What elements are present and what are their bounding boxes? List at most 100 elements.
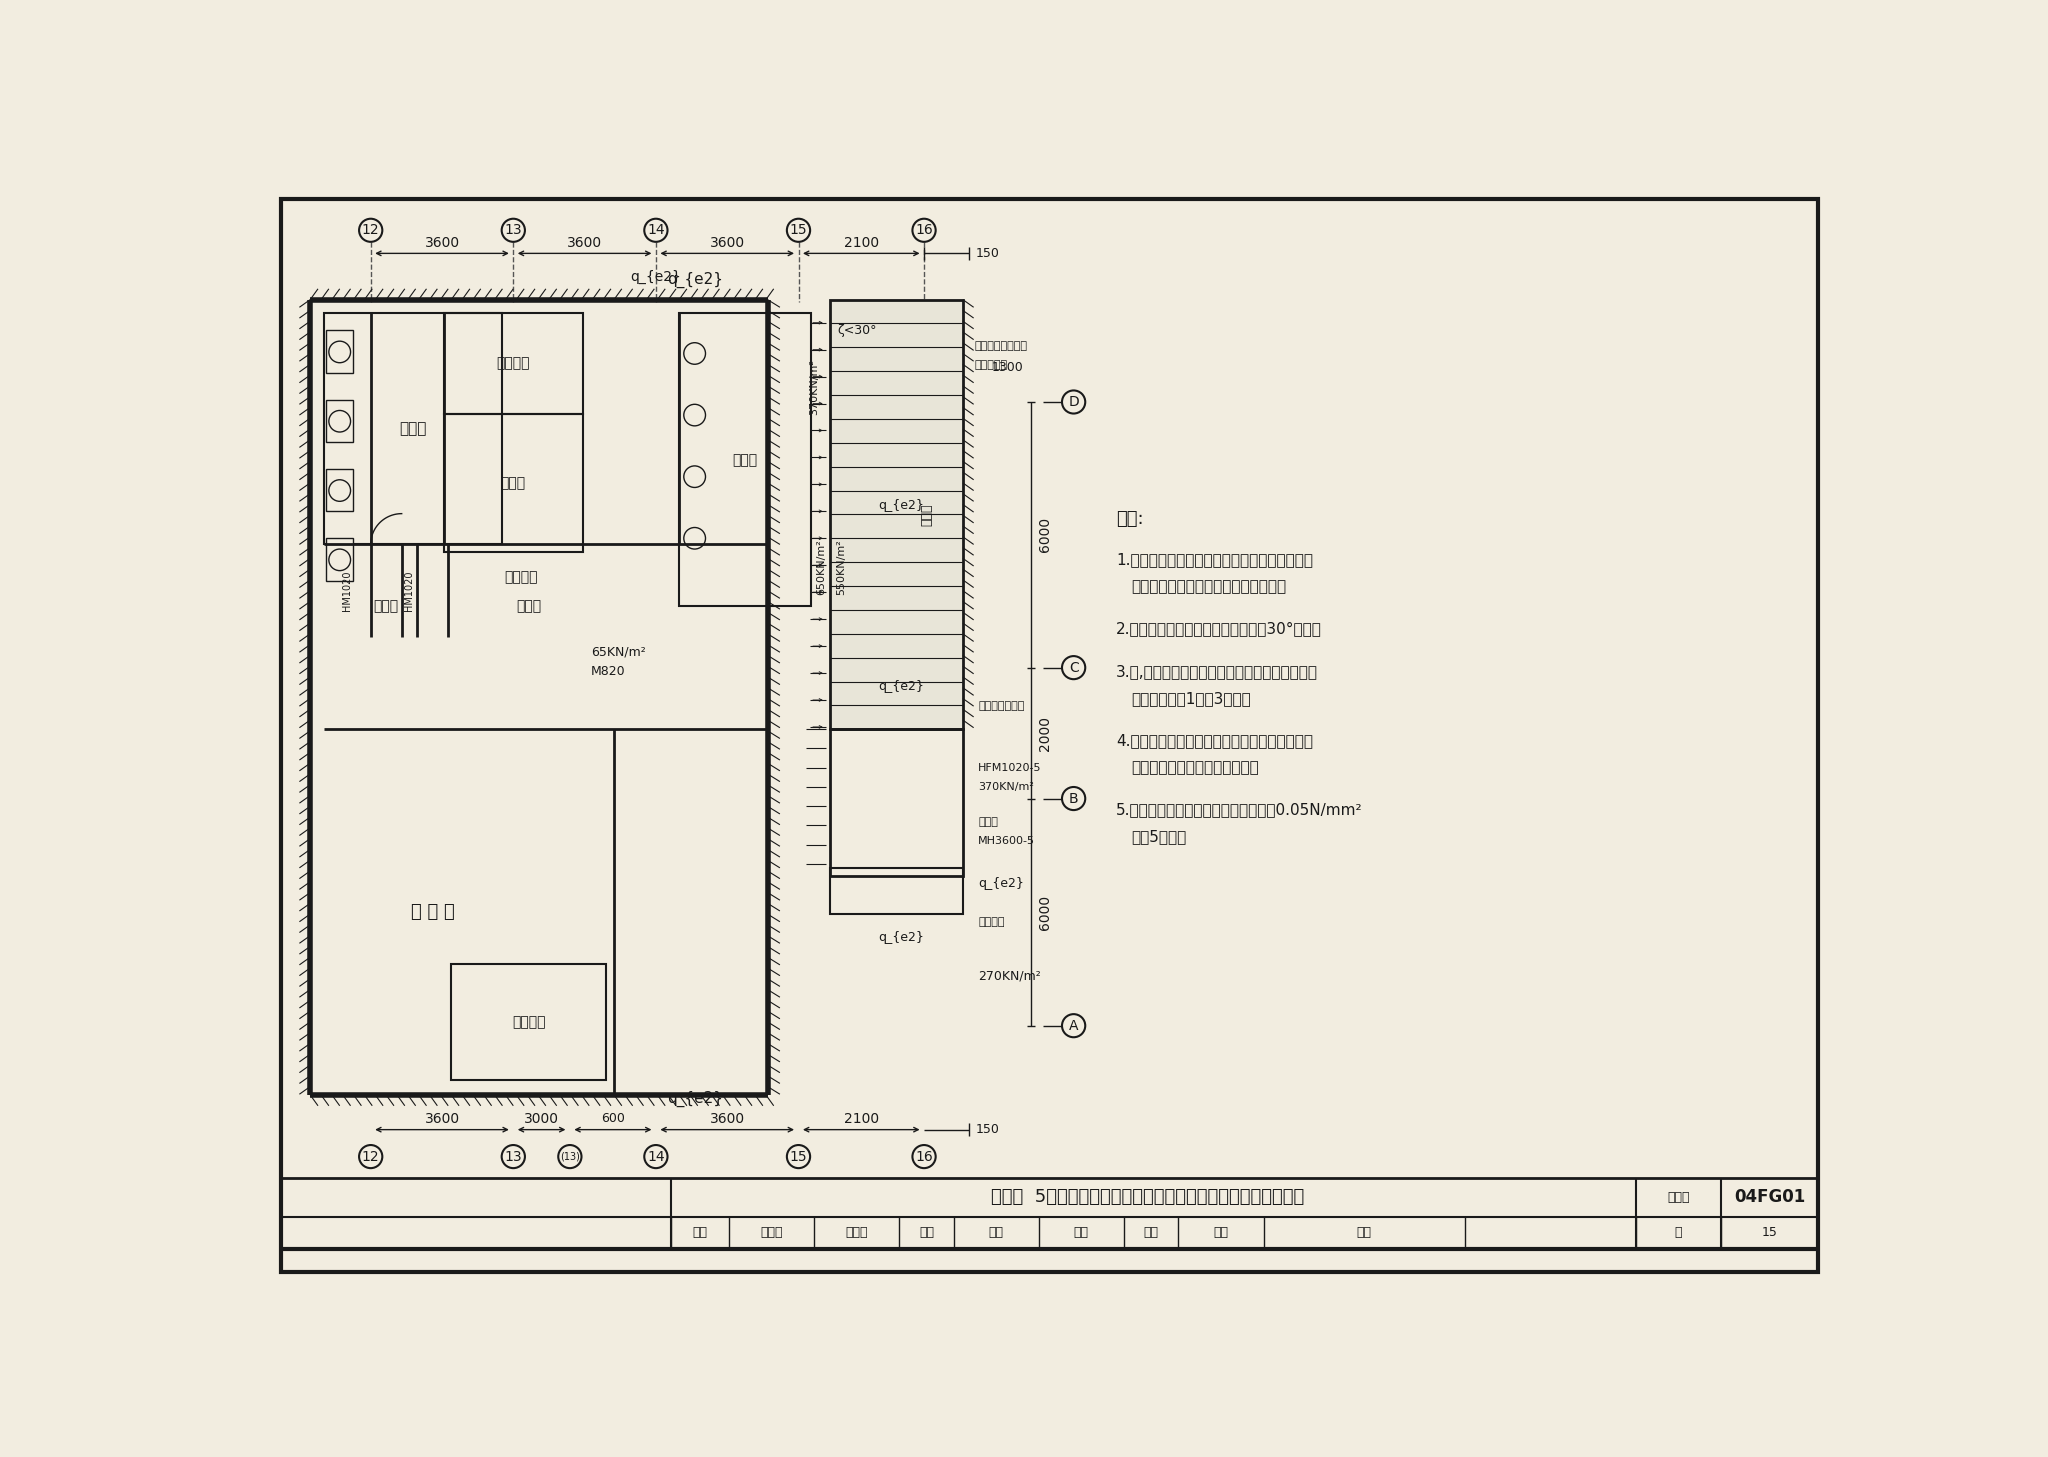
Text: 换衣间: 换衣间: [516, 599, 541, 613]
Text: MH3600-5: MH3600-5: [979, 836, 1036, 847]
Text: q_{e2}: q_{e2}: [631, 270, 682, 284]
Text: 270KN/m²: 270KN/m²: [979, 969, 1040, 982]
Bar: [324, 313, 502, 545]
Text: 3000: 3000: [524, 1112, 559, 1126]
Text: q_{e2}: q_{e2}: [668, 272, 723, 288]
Text: C: C: [1069, 660, 1079, 675]
Text: 1300: 1300: [991, 361, 1024, 374]
Text: 370KN/m²: 370KN/m²: [809, 358, 819, 415]
Text: 04FG01: 04FG01: [1735, 1189, 1804, 1206]
Text: 排风竖井: 排风竖井: [979, 916, 1006, 927]
Text: 14: 14: [647, 223, 666, 237]
Text: 3600: 3600: [711, 236, 745, 249]
Text: 在门框墙上的等效静载标准值。: 在门框墙上的等效静载标准值。: [1133, 761, 1260, 775]
Text: 防毒通道: 防毒通道: [504, 570, 539, 584]
Text: 男厕所: 男厕所: [733, 453, 758, 466]
Bar: [444, 414, 584, 552]
Text: 页: 页: [1675, 1227, 1681, 1240]
Text: 陈迈: 陈迈: [1356, 1227, 1372, 1240]
Text: 600: 600: [600, 1112, 625, 1125]
Text: 3600: 3600: [424, 236, 459, 249]
Bar: [680, 313, 811, 606]
Bar: [451, 965, 606, 1080]
Text: 2.本图室外出入口的梯段坡角接小于30°考虑。: 2.本图室外出入口的梯段坡角接小于30°考虑。: [1116, 622, 1323, 637]
Text: M820: M820: [590, 664, 625, 678]
Bar: [326, 331, 352, 373]
Text: q_{e2}: q_{e2}: [879, 500, 924, 513]
Text: 6000: 6000: [1038, 895, 1053, 930]
Text: 陈近: 陈近: [1212, 1227, 1229, 1240]
Text: 550KN/m²: 550KN/m²: [836, 539, 846, 596]
Text: 65KN/m²: 65KN/m²: [590, 645, 645, 659]
Text: 盥洗室: 盥洗室: [502, 476, 526, 490]
Text: HFM1020-5: HFM1020-5: [979, 763, 1042, 772]
Text: 16: 16: [915, 223, 934, 237]
Text: 3600: 3600: [567, 236, 602, 249]
Text: 13: 13: [504, 1150, 522, 1164]
Text: 设计: 设计: [1143, 1227, 1159, 1240]
Text: 2100: 2100: [844, 1112, 879, 1126]
Text: 说明:: 说明:: [1116, 510, 1145, 527]
Text: 12: 12: [362, 1150, 379, 1164]
Bar: [829, 868, 963, 914]
Text: 饮 水 间: 饮 水 间: [412, 903, 455, 921]
Text: 洗涮污水集水坑: 洗涮污水集水坑: [979, 701, 1024, 711]
Text: 150: 150: [975, 246, 999, 259]
Text: 13: 13: [504, 223, 522, 237]
Text: 地面空气冲击波超压作用的影响设计。: 地面空气冲击波超压作用的影响设计。: [1133, 578, 1286, 594]
Text: q_{e2}: q_{e2}: [979, 877, 1024, 890]
Text: 于晓音: 于晓音: [760, 1227, 782, 1240]
Bar: [326, 399, 352, 441]
Text: 14: 14: [647, 1150, 666, 1164]
Bar: [444, 313, 584, 414]
Text: 3.顶,底板及外墙等效静荷载标准值根据各工程的: 3.顶,底板及外墙等效静荷载标准值根据各工程的: [1116, 664, 1319, 679]
Text: 12: 12: [362, 223, 379, 237]
Text: 15: 15: [1761, 1227, 1778, 1240]
Text: 3600: 3600: [711, 1112, 745, 1126]
Text: 15: 15: [791, 1150, 807, 1164]
Text: HM1020: HM1020: [342, 570, 352, 610]
Text: 示例二  5级一等人员掩蔽所口部等效静荷载标准值示意图（一）: 示例二 5级一等人员掩蔽所口部等效静荷载标准值示意图（一）: [991, 1189, 1305, 1206]
Text: 郭莉: 郭莉: [989, 1227, 1004, 1240]
Text: (13): (13): [559, 1151, 580, 1161]
Text: 查表5取值。: 查表5取值。: [1133, 829, 1188, 845]
Text: 370KN/m²: 370KN/m²: [979, 782, 1034, 793]
Text: 防钢场框架: 防钢场框架: [975, 360, 1008, 370]
Text: 审核: 审核: [692, 1227, 707, 1240]
Text: B: B: [1069, 791, 1079, 806]
Text: 4.防护密闭门处的等效静荷载标准值为直接作用: 4.防护密闭门处的等效静荷载标准值为直接作用: [1116, 733, 1313, 747]
Text: 入人入: 入人入: [846, 1227, 868, 1240]
Text: 6000: 6000: [1038, 517, 1053, 552]
Text: HM1020: HM1020: [403, 570, 414, 610]
Text: 图集号: 图集号: [1667, 1190, 1690, 1203]
Text: 2000: 2000: [1038, 715, 1053, 750]
Text: 疏开段: 疏开段: [922, 503, 934, 526]
Text: 穿衣间: 穿衣间: [373, 599, 399, 613]
Text: 校对: 校对: [920, 1227, 934, 1240]
Text: 650KN/m²: 650KN/m²: [817, 539, 827, 596]
Bar: [326, 469, 352, 511]
Text: A: A: [1069, 1018, 1079, 1033]
Text: q_{e2}: q_{e2}: [879, 931, 924, 944]
Text: 污水泵间: 污水泵间: [496, 357, 530, 370]
Text: q_{e2}: q_{e2}: [879, 680, 924, 694]
Text: 伊伊: 伊伊: [1073, 1227, 1090, 1240]
Bar: [829, 300, 963, 730]
Text: 3600: 3600: [424, 1112, 459, 1126]
Text: 2100: 2100: [844, 236, 879, 249]
Text: 5.扩散室等效静荷载标准值按允许余压0.05N/mm²: 5.扩散室等效静荷载标准值按允许余压0.05N/mm²: [1116, 803, 1362, 817]
Text: 具体情况按表1～表3确定。: 具体情况按表1～表3确定。: [1133, 691, 1251, 705]
Text: ζ<30°: ζ<30°: [838, 323, 877, 337]
Text: 16: 16: [915, 1150, 934, 1164]
Bar: [829, 730, 963, 876]
Text: 1.本工程等效静荷载标准值按计入上部建筑物对: 1.本工程等效静荷载标准值按计入上部建筑物对: [1116, 552, 1313, 567]
Text: 扩散室: 扩散室: [979, 816, 997, 826]
Text: D: D: [1069, 395, 1079, 409]
Text: 附壁式室外出入口: 附壁式室外出入口: [975, 341, 1028, 351]
Text: 污水泵间: 污水泵间: [512, 1016, 545, 1029]
Bar: [326, 538, 352, 581]
Text: q_{e2}: q_{e2}: [668, 1091, 723, 1107]
Text: 女厕所: 女厕所: [399, 421, 428, 437]
Text: 150: 150: [975, 1123, 999, 1136]
Text: 15: 15: [791, 223, 807, 237]
